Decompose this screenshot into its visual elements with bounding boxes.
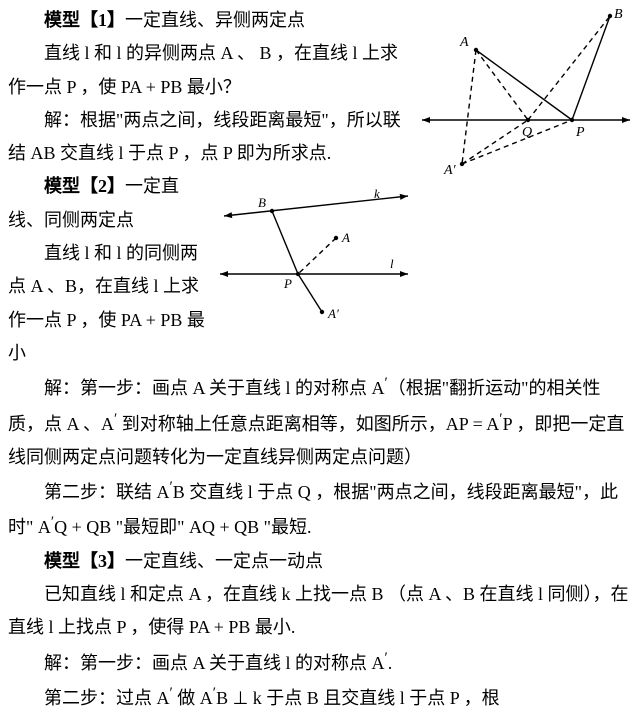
svg-text:A: A — [459, 35, 469, 50]
svg-text:A: A — [341, 230, 350, 245]
svg-text:Q: Q — [522, 125, 532, 140]
svg-text:k: k — [374, 186, 380, 201]
svg-text:A′: A′ — [327, 306, 339, 321]
svg-text:B: B — [258, 195, 266, 210]
model-2-para-3: 第二步：联结 A′B 交直线 l 于点 Q ，根据"两点之间，线段距离最短"，此… — [8, 474, 632, 545]
model-3-heading: 模型【3】一定直线、一定点一动点 — [8, 545, 632, 578]
model-3-title: 一定直线、一定点一动点 — [125, 551, 323, 571]
model-3-para-1: 已知直线 l 和定点 A ，在直线 k 上找一点 B （点 A 、B 在直线 l… — [8, 578, 632, 645]
model-1-prefix: 模型【1】 — [44, 10, 125, 30]
svg-text:l: l — [390, 256, 394, 271]
svg-text:P: P — [575, 125, 585, 140]
model-3-prefix: 模型【3】 — [44, 551, 125, 571]
model-1-title: 一定直线、异侧两定点 — [125, 10, 305, 30]
figure-2: l k A B A′ P — [214, 172, 414, 322]
model-3-para-3: 第二步：过点 A′ 做 A′B ⊥ k 于点 B 且交直线 l 于点 P ，根 — [8, 680, 632, 715]
document-body: ABA′QP 模型【1】一定直线、异侧两定点 直线 l 和 l 的异侧两点 A … — [8, 4, 632, 715]
model-2-prefix: 模型【2】 — [44, 176, 125, 196]
svg-text:A′: A′ — [443, 163, 457, 176]
model-2-para-2: 解：第一步：画点 A 关于直线 l 的对称点 A′（根据"翻折运动"的相关性质，… — [8, 370, 632, 474]
svg-text:B: B — [614, 7, 623, 22]
figure-1: A B A′ Q P — [420, 6, 632, 176]
svg-text:P: P — [283, 276, 292, 291]
